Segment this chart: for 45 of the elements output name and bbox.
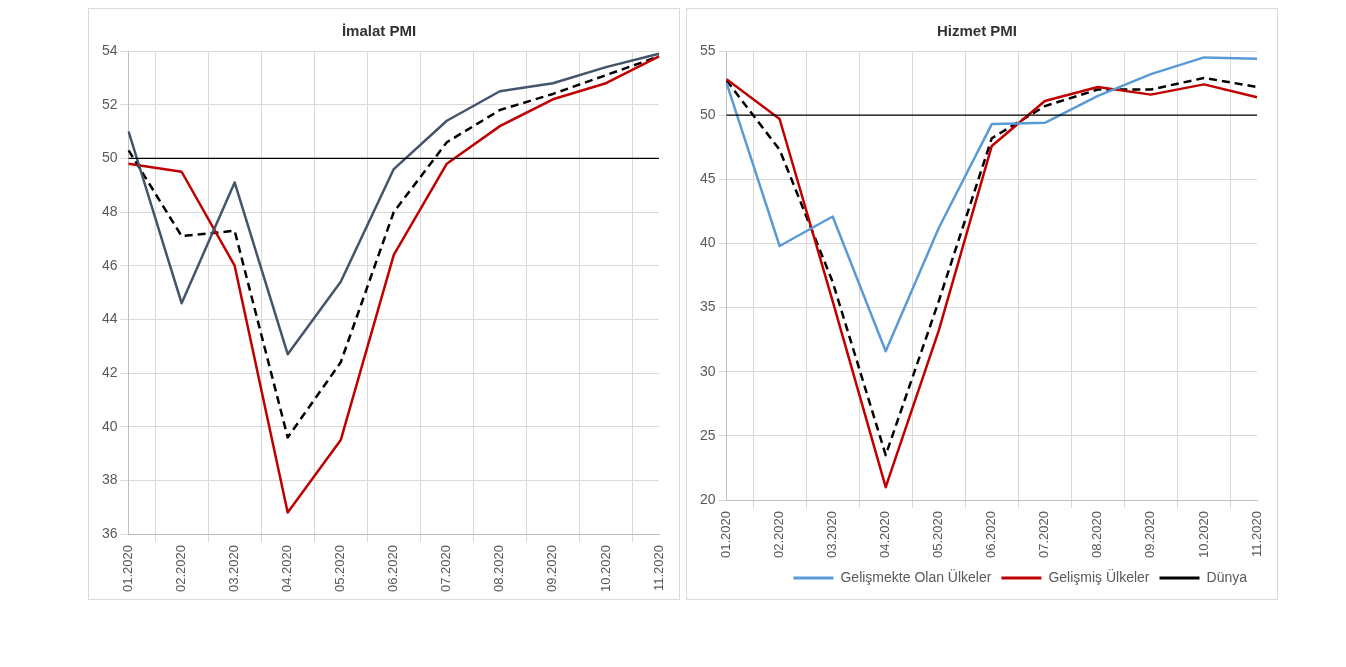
x-tick-label: 01.2020 [120,545,136,593]
x-tick-label: 10.2020 [1195,511,1211,559]
x-tick-label: 05.2020 [930,511,946,559]
y-tick-label: 44 [101,310,118,327]
y-tick-label: 20 [699,490,716,507]
x-tick-label: 10.2020 [597,545,613,593]
y-tick-label: 45 [699,170,716,187]
x-tick-label: 04.2020 [877,511,893,559]
x-tick-label: 09.2020 [1142,511,1158,559]
x-tick-label: 06.2020 [983,511,999,559]
y-tick-label: 42 [101,363,118,380]
y-tick-label: 48 [101,202,118,219]
x-tick-label: 05.2020 [332,545,348,593]
y-tick-label: 40 [101,417,118,434]
legend-label: Gelişmekte Olan Ülkeler [840,567,992,585]
y-tick-label: 40 [699,234,716,251]
x-tick-label: 02.2020 [771,511,787,559]
y-tick-label: 25 [699,426,716,443]
y-tick-label: 38 [101,471,118,488]
y-tick-label: 50 [699,106,716,122]
x-tick-label: 03.2020 [226,545,242,593]
y-tick-label: 30 [699,362,716,379]
x-tick-label: 08.2020 [491,545,507,593]
x-tick-label: 04.2020 [279,545,295,593]
x-tick-label: 07.2020 [1036,511,1052,559]
y-tick-label: 36 [101,524,118,541]
x-tick-label: 11.2020 [650,545,666,592]
x-tick-label: 11.2020 [1248,511,1264,558]
y-tick-label: 55 [699,41,716,58]
x-tick-label: 08.2020 [1089,511,1105,559]
x-tick-label: 06.2020 [385,545,401,593]
chart-title: İmalat PMI [341,22,417,40]
x-tick-label: 02.2020 [173,545,189,593]
chart-title: Hizmet PMI [936,22,1018,40]
x-tick-label: 09.2020 [544,545,560,593]
x-tick-label: 07.2020 [438,545,454,593]
y-tick-label: 50 [101,149,118,166]
legend-label: Gelişmiş Ülkeler [1048,567,1150,585]
x-tick-label: 03.2020 [824,511,840,559]
y-tick-label: 54 [101,41,118,58]
y-tick-label: 52 [101,95,118,112]
x-tick-label: 01.2020 [718,511,734,559]
y-tick-label: 35 [699,298,716,315]
legend-label: Dünya [1206,568,1248,585]
y-tick-label: 46 [101,256,118,273]
